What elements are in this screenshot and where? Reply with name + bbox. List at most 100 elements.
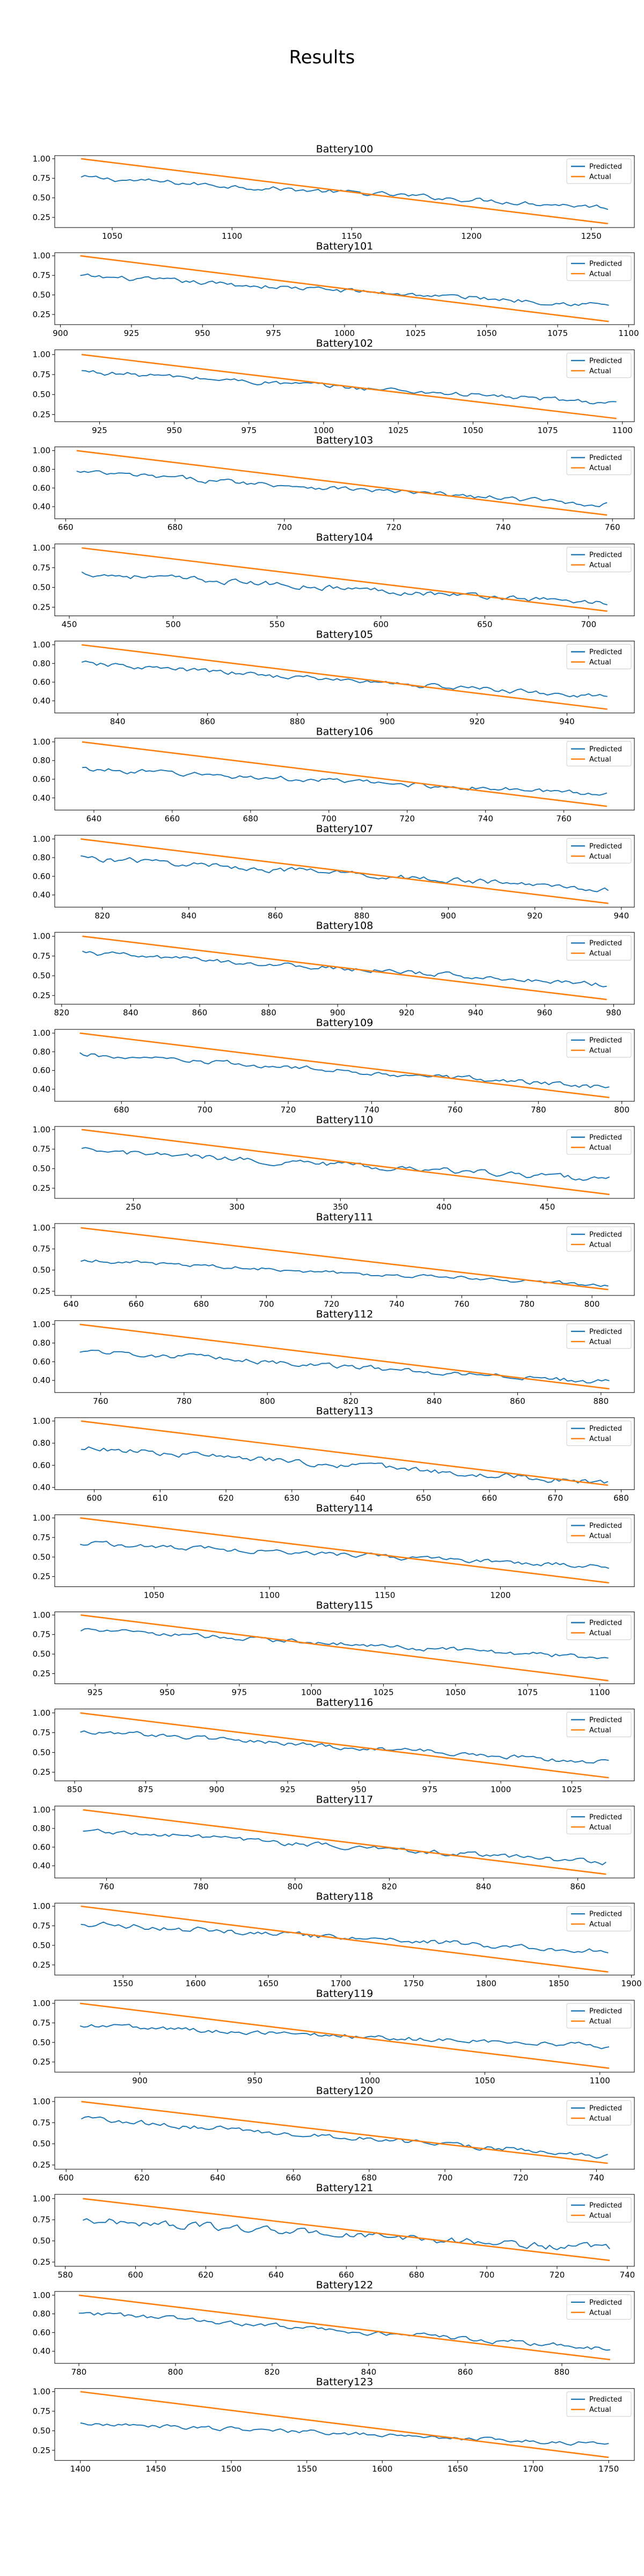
x-tick-label: 720: [386, 523, 401, 532]
legend-box: [566, 1323, 632, 1349]
x-tick-label: 1050: [445, 1688, 466, 1697]
y-tick-label: 0.40: [33, 793, 50, 803]
x-tick-label: 940: [614, 911, 630, 920]
x-tick-label: 1000: [313, 426, 334, 435]
subplot-title: Battery122: [316, 2279, 374, 2291]
x-tick-label: 550: [269, 620, 285, 630]
predicted-line: [83, 2218, 610, 2250]
predicted-line: [81, 571, 608, 605]
y-tick-label: 0.60: [33, 1842, 50, 1852]
x-tick-label: 600: [128, 2270, 143, 2280]
y-tick-label: 0.75: [33, 1244, 50, 1254]
predicted-line: [82, 766, 608, 796]
actual-line: [76, 450, 608, 516]
legend-box: [566, 547, 632, 573]
x-tick-label: 860: [570, 1882, 586, 1891]
legend-actual-label: Actual: [589, 658, 611, 667]
actual-line: [83, 1809, 606, 1875]
legend-box: [566, 1615, 632, 1640]
legend: Predicted Actual: [566, 935, 632, 961]
subplot-title: Battery119: [316, 1988, 374, 2000]
subplot-6: Battery106 640 660 680 700 720 740 760 0.40 0.60 0…: [33, 726, 635, 823]
y-tick-label: 1.00: [33, 737, 50, 747]
x-tick-label: 920: [527, 911, 543, 920]
predicted-line: [80, 1730, 609, 1763]
legend-box: [566, 1711, 632, 1737]
legend-predicted-label: Predicted: [589, 1037, 622, 1045]
y-tick-label: 0.80: [33, 1438, 50, 1448]
y-tick-label: 0.75: [33, 2215, 50, 2224]
x-tick-label: 660: [128, 1299, 144, 1309]
y-tick-label: 0.50: [33, 1164, 50, 1174]
actual-line: [81, 2101, 608, 2164]
x-tick-label: 680: [409, 2270, 425, 2280]
predicted-line: [79, 1350, 610, 1384]
x-tick-label: 650: [477, 620, 493, 630]
legend-box: [566, 741, 632, 766]
axes-frame: [54, 1126, 635, 1199]
legend: Predicted Actual: [566, 1129, 632, 1155]
subplot-title: Battery123: [316, 2376, 374, 2388]
subplot-15: Battery115 925 950 975 1000 1025 1050 1075 1100 0…: [33, 1600, 635, 1697]
legend: Predicted Actual: [566, 2003, 632, 2029]
predicted-line: [82, 370, 617, 405]
x-tick-label: 580: [57, 2270, 73, 2280]
legend: Predicted Actual: [566, 547, 632, 573]
axes-frame: [54, 1708, 635, 1781]
y-tick-label: 0.25: [33, 409, 50, 419]
legend-predicted-label: Predicted: [589, 1619, 622, 1627]
x-tick-label: 720: [513, 2173, 529, 2183]
x-tick-label: 850: [67, 1784, 83, 1794]
x-tick-label: 700: [321, 814, 336, 823]
subplot-12: Battery112 760 780 800 820 840 860 880 0.40 0.60 0…: [33, 1308, 635, 1406]
y-tick-label: 0.75: [33, 1144, 50, 1154]
x-tick-label: 780: [193, 1882, 209, 1891]
axes-frame: [54, 1223, 635, 1296]
y-tick-label: 0.50: [33, 1747, 50, 1757]
x-tick-label: 840: [123, 1008, 138, 1018]
x-tick-label: 900: [441, 911, 456, 920]
y-tick-label: 0.50: [33, 193, 50, 203]
legend-predicted-label: Predicted: [589, 163, 622, 171]
y-tick-label: 1.00: [33, 2387, 50, 2397]
x-tick-label: 1050: [144, 1591, 164, 1600]
legend: Predicted Actual: [566, 2391, 632, 2417]
axes-frame: [54, 641, 635, 713]
axes-frame: [54, 1320, 635, 1393]
x-tick-label: 680: [114, 1105, 129, 1115]
predicted-line: [81, 1446, 609, 1484]
legend-actual-label: Actual: [589, 853, 611, 861]
x-tick-label: 780: [531, 1105, 546, 1115]
x-tick-label: 1100: [259, 1591, 280, 1600]
y-tick-label: 1.00: [33, 834, 50, 844]
legend-actual-label: Actual: [589, 1241, 611, 1249]
legend-predicted-label: Predicted: [589, 745, 622, 753]
x-tick-label: 740: [620, 2270, 635, 2280]
x-tick-label: 925: [87, 1688, 103, 1697]
legend: Predicted Actual: [566, 1032, 632, 1058]
legend-predicted-label: Predicted: [589, 843, 622, 851]
legend-actual-label: Actual: [589, 1144, 611, 1152]
legend-box: [566, 2391, 632, 2417]
axes-frame: [54, 1902, 635, 1975]
subplot-title: Battery110: [316, 1114, 374, 1126]
y-tick-label: 1.00: [33, 1028, 50, 1038]
x-tick-label: 820: [54, 1008, 70, 1018]
legend-actual-label: Actual: [589, 2018, 611, 2026]
y-tick-label: 0.80: [33, 658, 50, 668]
y-tick-label: 1.00: [33, 1708, 50, 1718]
y-tick-label: 0.80: [33, 1338, 50, 1348]
x-tick-label: 610: [152, 1494, 168, 1503]
predicted-line: [79, 1052, 610, 1088]
axes-frame: [54, 932, 635, 1005]
predicted-line: [81, 660, 608, 698]
legend-predicted-label: Predicted: [589, 1911, 622, 1919]
subplot-title: Battery104: [316, 532, 374, 544]
legend-box: [566, 2294, 632, 2320]
y-tick-label: 1.00: [33, 350, 50, 360]
actual-line: [79, 1323, 610, 1390]
y-tick-label: 0.50: [33, 583, 50, 592]
axes-frame: [54, 155, 635, 228]
y-tick-label: 0.75: [33, 1533, 50, 1542]
subplot-19: Battery119 900 950 1000 1050 1100 0.25 0.50 0.75…: [33, 1988, 635, 2085]
